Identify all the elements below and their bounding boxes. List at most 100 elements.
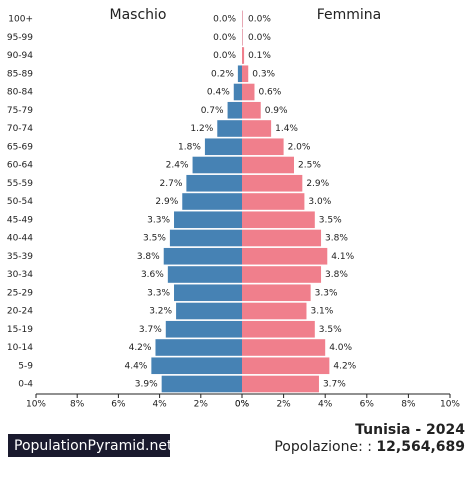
age-label: 40-44	[7, 234, 33, 244]
legend-label: Femmina	[317, 7, 382, 23]
age-label: 80-84	[7, 88, 33, 98]
value-label: 2.0%	[288, 142, 311, 152]
value-label: 3.1%	[310, 307, 333, 317]
value-label: 3.7%	[139, 325, 162, 335]
age-label: 5-9	[18, 361, 33, 371]
population: Popolazione: : 12,564,689	[274, 439, 465, 455]
bar	[242, 65, 249, 83]
value-label: 3.5%	[143, 234, 166, 244]
age-label: 45-49	[7, 215, 33, 225]
watermark: PopulationPyramid.net	[14, 438, 173, 454]
age-label: 30-34	[7, 270, 33, 280]
value-label: 3.2%	[149, 307, 172, 317]
value-label: 3.9%	[135, 380, 158, 390]
value-label: 0.0%	[248, 15, 271, 25]
age-label: 15-19	[7, 325, 33, 335]
x-tick-label: 2%	[276, 400, 291, 410]
age-label: 95-99	[7, 33, 33, 43]
age-label: 0-4	[18, 380, 33, 390]
bar	[242, 247, 328, 265]
bar	[174, 211, 242, 229]
value-label: 4.2%	[129, 343, 152, 353]
bar	[182, 193, 242, 210]
value-label: 0.6%	[258, 88, 281, 98]
value-label: 0.0%	[213, 51, 236, 61]
bar	[242, 28, 243, 46]
chart-title: Tunisia - 2024	[355, 422, 465, 438]
bar	[242, 229, 322, 247]
age-label: 50-54	[7, 197, 33, 207]
value-label: 3.5%	[319, 325, 342, 335]
bar	[233, 83, 242, 101]
age-label: 10-14	[7, 343, 33, 353]
bar	[242, 10, 243, 28]
bar	[242, 266, 322, 283]
value-label: 3.3%	[147, 215, 170, 225]
bar	[155, 339, 242, 356]
bar	[242, 83, 255, 101]
x-tick-label: 10%	[440, 400, 460, 410]
value-label: 1.8%	[178, 142, 201, 152]
bar	[242, 101, 261, 119]
age-label: 65-69	[7, 142, 33, 152]
value-label: 3.5%	[319, 215, 342, 225]
value-label: 3.8%	[325, 234, 348, 244]
x-tick-label: 2%	[194, 400, 209, 410]
bar	[237, 65, 242, 83]
value-label: 4.2%	[333, 361, 356, 371]
value-label: 3.6%	[141, 270, 164, 280]
x-tick-label: 6%	[111, 400, 126, 410]
age-label: 35-39	[7, 252, 33, 262]
bar	[165, 320, 242, 338]
bar	[242, 174, 303, 192]
value-label: 0.0%	[213, 33, 236, 43]
value-label: 3.8%	[325, 270, 348, 280]
value-label: 4.1%	[331, 252, 354, 262]
x-tick-label: 4%	[152, 400, 167, 410]
x-tick-label: 0%	[235, 400, 250, 410]
x-tick-label: 6%	[360, 400, 375, 410]
age-label: 75-79	[7, 106, 33, 116]
bar	[161, 375, 242, 393]
population-label: Popolazione: :	[274, 439, 372, 455]
value-label: 0.0%	[213, 15, 236, 25]
bar	[176, 302, 242, 320]
bar	[242, 284, 311, 302]
bar	[242, 156, 294, 174]
population-value: 12,564,689	[376, 439, 465, 455]
value-label: 0.7%	[201, 106, 224, 116]
value-label: 2.5%	[298, 161, 321, 171]
bar	[242, 193, 305, 210]
watermark-box	[8, 434, 170, 457]
value-label: 0.9%	[265, 106, 288, 116]
age-label: 100+	[8, 15, 33, 25]
bar	[227, 101, 242, 119]
value-label: 4.4%	[124, 361, 147, 371]
value-label: 3.3%	[147, 288, 170, 298]
age-label: 60-64	[7, 161, 33, 171]
value-label: 4.0%	[329, 343, 352, 353]
value-label: 0.4%	[207, 88, 230, 98]
value-label: 3.7%	[323, 380, 346, 390]
x-tick-label: 4%	[318, 400, 333, 410]
bar	[186, 174, 242, 192]
bar	[242, 339, 326, 356]
value-label: 2.4%	[166, 161, 189, 171]
age-label: 20-24	[7, 307, 33, 317]
bar	[242, 211, 315, 229]
value-label: 1.4%	[275, 124, 298, 134]
x-tick-label: 0%	[235, 400, 250, 410]
bar	[204, 138, 242, 156]
value-label: 1.2%	[190, 124, 213, 134]
age-label: 90-94	[7, 51, 33, 61]
bar	[242, 138, 284, 156]
bar	[169, 229, 242, 247]
value-label: 2.7%	[160, 179, 183, 189]
bar	[242, 375, 319, 393]
value-label: 0.1%	[248, 51, 271, 61]
value-label: 2.9%	[306, 179, 329, 189]
x-tick-label: 8%	[401, 400, 416, 410]
value-label: 0.2%	[211, 69, 234, 79]
bar	[242, 47, 245, 64]
